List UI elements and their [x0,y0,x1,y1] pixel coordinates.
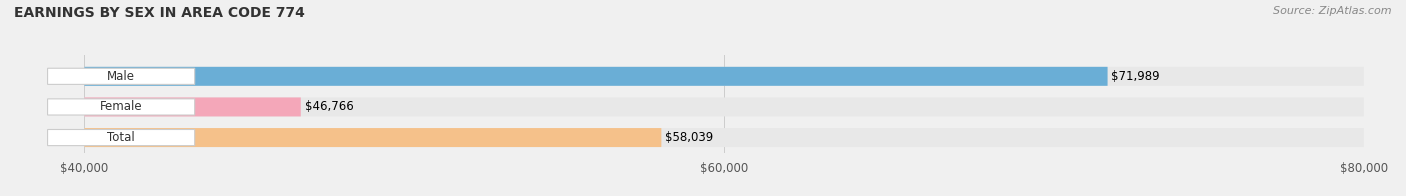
Text: Total: Total [107,131,135,144]
FancyBboxPatch shape [48,68,194,84]
Text: $46,766: $46,766 [305,100,353,113]
FancyBboxPatch shape [48,130,194,146]
Text: Female: Female [100,100,142,113]
FancyBboxPatch shape [84,128,661,147]
Text: $71,989: $71,989 [1111,70,1160,83]
Text: Male: Male [107,70,135,83]
Text: Source: ZipAtlas.com: Source: ZipAtlas.com [1274,6,1392,16]
FancyBboxPatch shape [84,67,1364,86]
FancyBboxPatch shape [48,99,194,115]
Text: EARNINGS BY SEX IN AREA CODE 774: EARNINGS BY SEX IN AREA CODE 774 [14,6,305,20]
FancyBboxPatch shape [84,97,301,116]
Text: $58,039: $58,039 [665,131,713,144]
FancyBboxPatch shape [84,97,1364,116]
FancyBboxPatch shape [84,67,1108,86]
FancyBboxPatch shape [84,128,1364,147]
